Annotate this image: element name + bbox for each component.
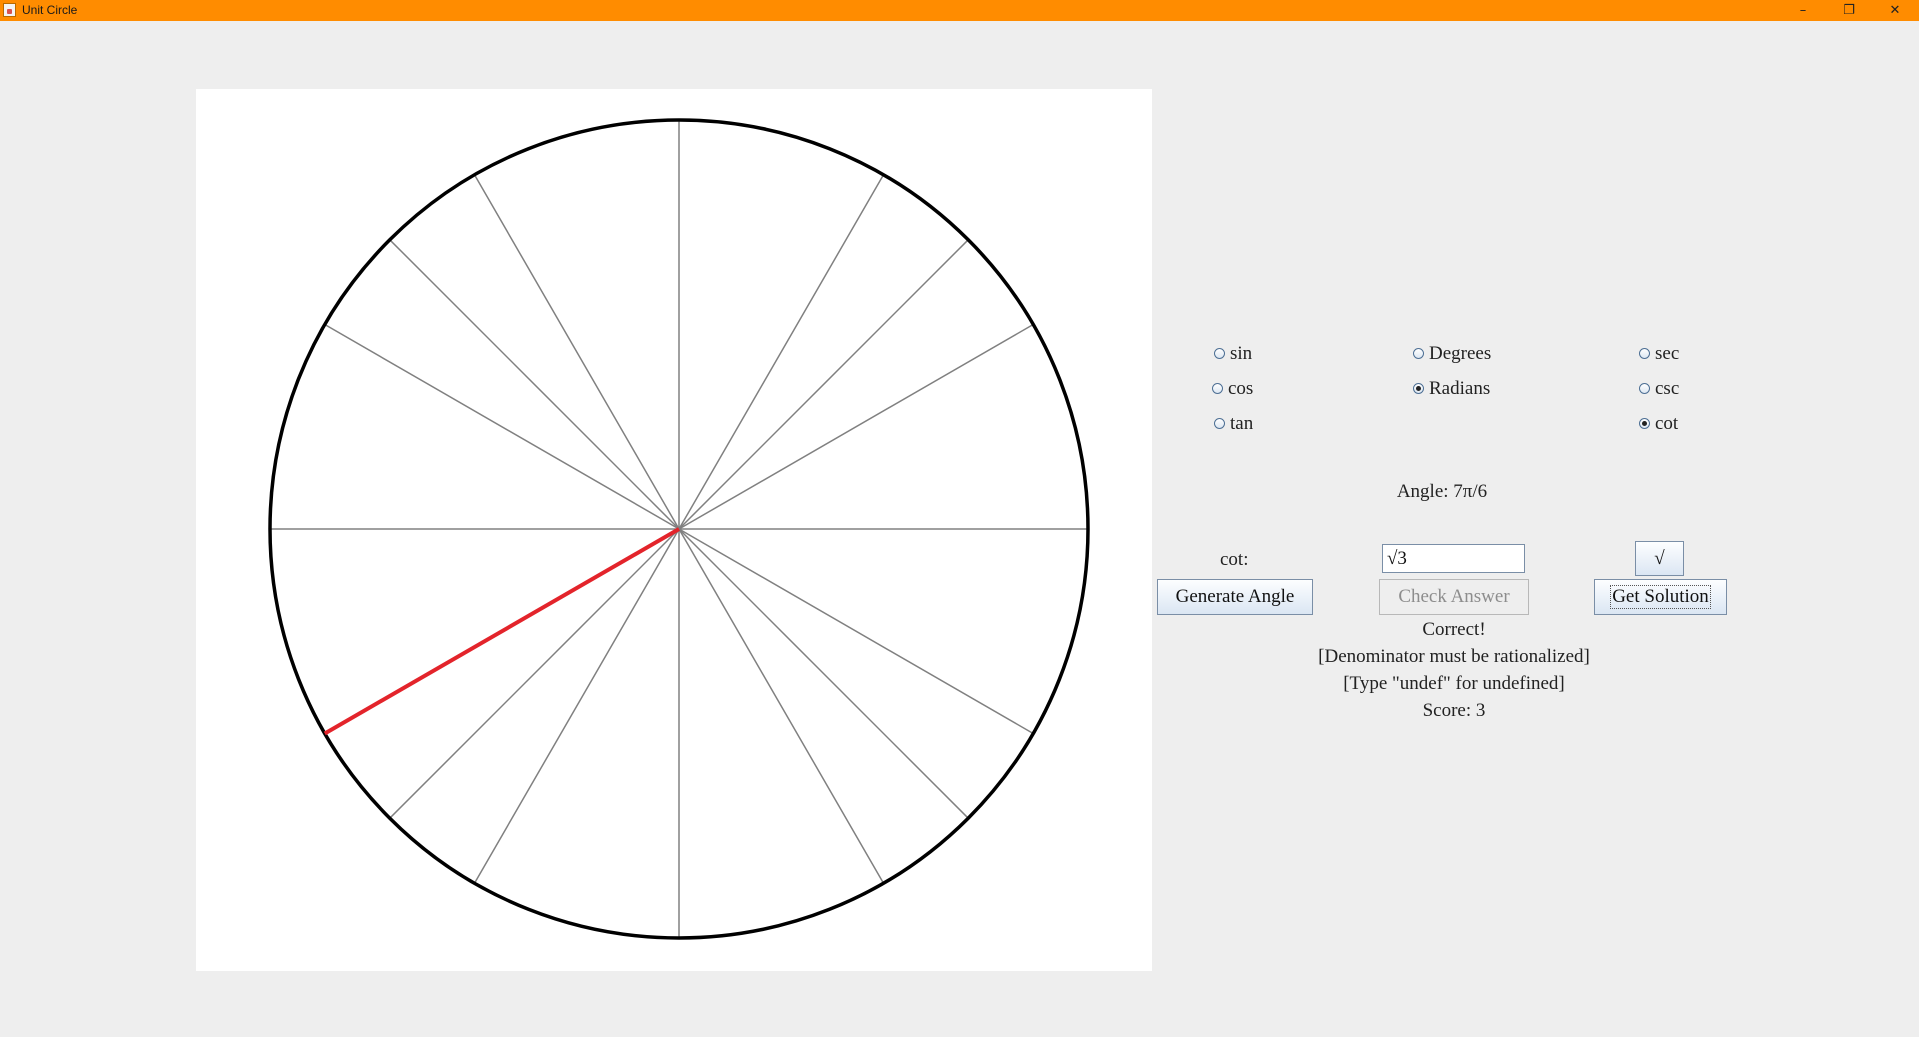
spoke-line <box>389 239 680 530</box>
unit-circle-canvas <box>196 89 1152 971</box>
radio-cos-label: cos <box>1228 378 1254 399</box>
radio-sin-label: sin <box>1230 343 1253 364</box>
radio-radians[interactable]: Radians <box>1413 377 1490 401</box>
get-solution-button[interactable]: Get Solution <box>1594 579 1727 615</box>
spoke-line <box>678 174 885 530</box>
spoke-line <box>389 528 680 819</box>
spoke-line <box>678 528 969 819</box>
title-bar: Unit Circle – ❐ ✕ <box>0 0 1919 21</box>
radio-cot-label: cot <box>1655 413 1679 434</box>
angle-display: Angle: 7π/6 <box>1396 481 1488 502</box>
spoke-line <box>473 174 680 530</box>
radio-sin-indicator[interactable] <box>1214 347 1225 359</box>
radio-cos-indicator[interactable] <box>1212 382 1223 394</box>
spoke-line <box>678 528 1034 735</box>
radio-degrees-label: Degrees <box>1429 343 1492 364</box>
radio-radians-label: Radians <box>1429 378 1491 399</box>
result-message: Correct! <box>1422 619 1486 640</box>
radio-tan[interactable]: tan <box>1214 412 1253 436</box>
radio-sec-indicator[interactable] <box>1639 347 1650 359</box>
window-title: Unit Circle <box>22 3 78 17</box>
radio-csc-label: csc <box>1655 378 1680 399</box>
minimize-button[interactable]: – <box>1799 3 1807 18</box>
radio-sec[interactable]: sec <box>1639 342 1679 366</box>
close-button[interactable]: ✕ <box>1889 3 1901 18</box>
radio-csc[interactable]: csc <box>1639 377 1679 401</box>
app-icon <box>3 3 16 17</box>
radio-radians-indicator[interactable] <box>1413 382 1424 394</box>
highlighted-angle-ray <box>323 527 681 736</box>
radio-cot[interactable]: cot <box>1639 412 1678 436</box>
radio-csc-indicator[interactable] <box>1639 382 1650 394</box>
radio-degrees-indicator[interactable] <box>1413 347 1424 359</box>
score-display: Score: 3 <box>1422 700 1486 721</box>
answer-input[interactable] <box>1382 544 1525 573</box>
radio-tan-indicator[interactable] <box>1214 417 1225 429</box>
maximize-button[interactable]: ❐ <box>1843 3 1855 18</box>
undefined-note: [Type "undef" for undefined] <box>1343 673 1565 694</box>
sqrt-button[interactable]: √ <box>1635 541 1684 576</box>
check-answer-button[interactable]: Check Answer <box>1379 579 1529 615</box>
spoke-line <box>678 528 885 884</box>
unit-circle <box>268 118 1090 940</box>
radio-degrees[interactable]: Degrees <box>1413 342 1491 366</box>
radio-cot-indicator[interactable] <box>1639 417 1650 429</box>
radio-cos[interactable]: cos <box>1212 377 1253 401</box>
generate-angle-button[interactable]: Generate Angle <box>1157 579 1313 615</box>
get-solution-label: Get Solution <box>1610 585 1711 609</box>
unit-circle-drawing <box>268 118 1090 940</box>
radio-sin[interactable]: sin <box>1214 342 1252 366</box>
answer-function-label: cot: <box>1220 549 1249 570</box>
rationalize-note: [Denominator must be rationalized] <box>1318 646 1590 667</box>
spoke-line <box>324 323 680 530</box>
spoke-line <box>473 528 680 884</box>
spoke-line <box>678 323 1034 530</box>
radio-tan-label: tan <box>1230 413 1254 434</box>
radio-sec-label: sec <box>1655 343 1680 364</box>
spoke-line <box>678 239 969 530</box>
